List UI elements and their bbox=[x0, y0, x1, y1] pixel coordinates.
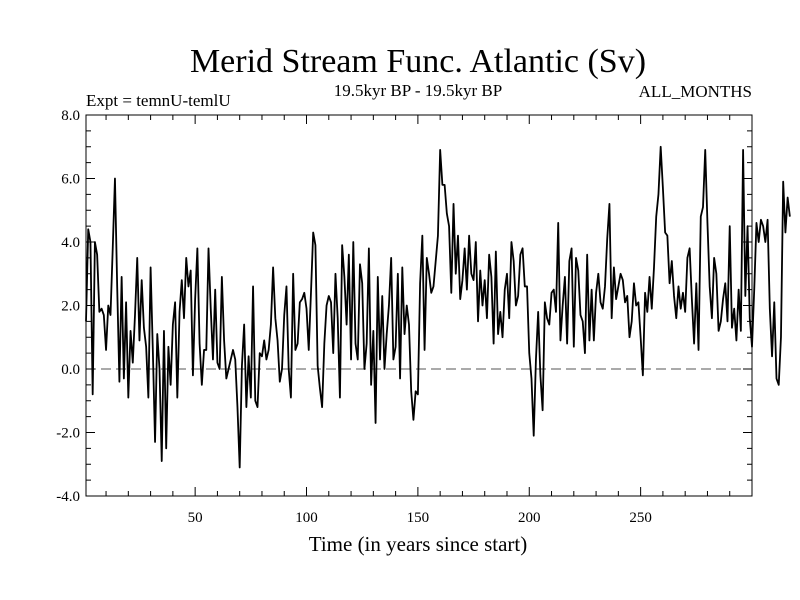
x-axis-label: Time (in years since start) bbox=[309, 532, 528, 556]
x-tick-label: 50 bbox=[188, 510, 203, 526]
y-tick-label: -2.0 bbox=[56, 426, 80, 442]
series-line bbox=[85, 145, 791, 469]
period-label: 19.5kyr BP - 19.5kyr BP bbox=[334, 81, 502, 100]
y-tick-label: 2.0 bbox=[61, 299, 80, 315]
x-tick-label: 100 bbox=[295, 510, 318, 526]
y-tick-label: 0.0 bbox=[61, 362, 80, 378]
x-tick-label: 250 bbox=[629, 510, 652, 526]
x-tick-label: 200 bbox=[518, 510, 541, 526]
y-tick-label: 4.0 bbox=[61, 235, 80, 251]
experiment-label: Expt = temnU-temlU bbox=[86, 91, 231, 110]
y-tick-label: -4.0 bbox=[56, 489, 80, 505]
y-tick-label: 6.0 bbox=[61, 172, 80, 188]
chart-title: Merid Stream Func. Atlantic (Sv) bbox=[190, 43, 646, 80]
x-tick-label: 150 bbox=[407, 510, 430, 526]
months-label: ALL_MONTHS bbox=[639, 82, 752, 101]
y-tick-label: 8.0 bbox=[61, 108, 80, 124]
